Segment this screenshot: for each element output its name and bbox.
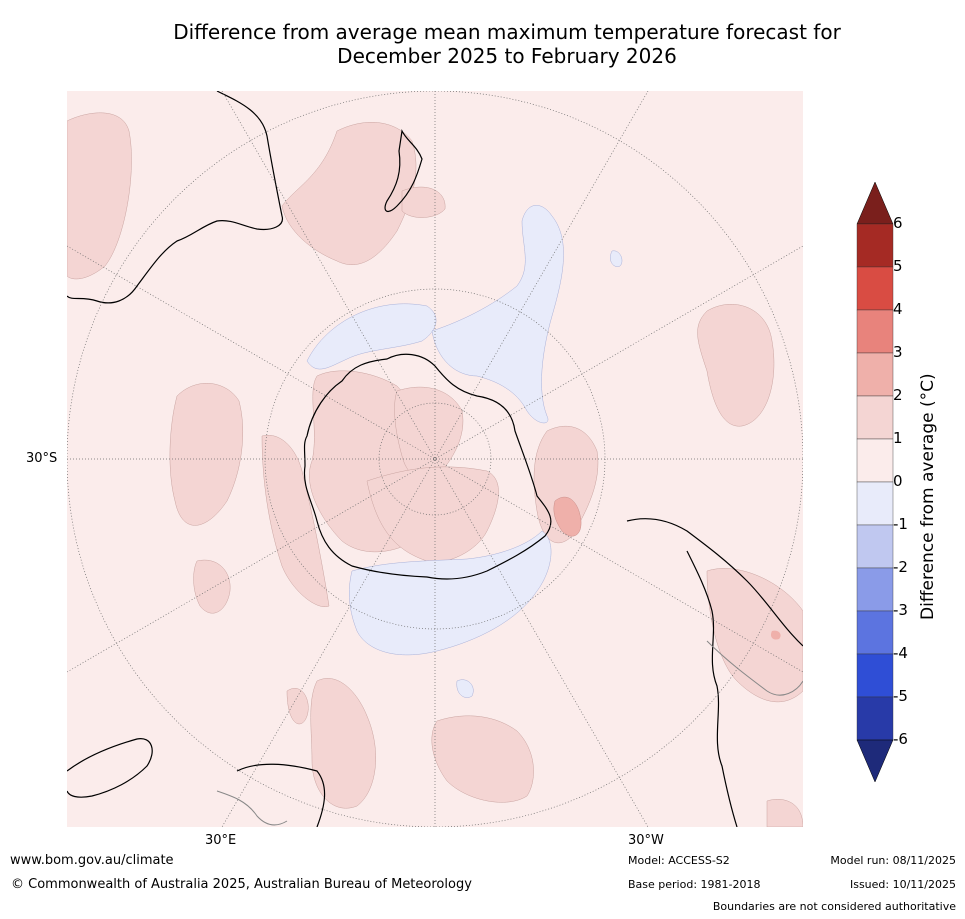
- model-text: Model: ACCESS-S2: [628, 854, 730, 867]
- africa-borders: [216, 790, 288, 826]
- copyright-text: © Commonwealth of Australia 2025, Austra…: [11, 877, 472, 892]
- colorbar-tick-label: 2: [893, 386, 903, 404]
- graticule: [67, 91, 803, 827]
- title-line-2: December 2025 to February 2026: [337, 44, 677, 68]
- colorbar-step: [856, 653, 894, 698]
- anomaly-patches-negative: [306, 205, 623, 698]
- colorbar-tick-label: -6: [893, 730, 908, 748]
- country-borders: [706, 640, 803, 696]
- anomaly-patch-small: [770, 630, 781, 640]
- colorbar-tick-label: 3: [893, 343, 903, 361]
- lon-label-30e: 30°E: [205, 833, 237, 848]
- title-line-1: Difference from average mean maximum tem…: [173, 20, 841, 44]
- anomaly-patch-warm: [553, 496, 582, 537]
- colorbar-tick-label: -2: [893, 558, 908, 576]
- australia-coastline: [67, 91, 283, 304]
- colorbar-label: Difference from average (°C): [918, 373, 938, 620]
- colorbar-step: [856, 610, 894, 655]
- colorbar-step: [856, 524, 894, 569]
- colorbar-tick-label: 6: [893, 214, 903, 232]
- colorbar-step: [856, 696, 894, 741]
- base-period-text: Base period: 1981-2018: [628, 878, 761, 891]
- colorbar-step: [856, 352, 894, 397]
- colorbar-steps: [856, 223, 894, 741]
- colorbar-tick-label: 4: [893, 300, 903, 318]
- antarctica-coastline: [303, 353, 552, 580]
- colorbar-step: [856, 266, 894, 311]
- lon-label-30w: 30°W: [628, 833, 664, 848]
- colorbar-step: [856, 481, 894, 526]
- colorbar-tick-label: -4: [893, 644, 908, 662]
- colorbar-step: [856, 309, 894, 354]
- disclaimer-text: Boundaries are not considered authoritat…: [712, 900, 956, 913]
- forecast-map: [67, 91, 803, 827]
- colorbar-tick-label: -1: [893, 515, 908, 533]
- south-america-coastline: [626, 518, 803, 827]
- colorbar-step: [856, 395, 894, 440]
- colorbar-tick-label: 5: [893, 257, 903, 275]
- model-run-text: Model run: 08/11/2025: [830, 854, 956, 867]
- issued-text: Issued: 10/11/2025: [849, 878, 956, 891]
- colorbar-over-arrow: [856, 182, 894, 225]
- colorbar-tick-label: 1: [893, 429, 903, 447]
- colorbar: [856, 182, 894, 782]
- colorbar-step: [856, 438, 894, 483]
- colorbar-tick-label: 0: [893, 472, 903, 490]
- colorbar-step: [856, 567, 894, 612]
- chart-title: Difference from average mean maximum tem…: [67, 20, 947, 68]
- website-link[interactable]: www.bom.gov.au/climate: [10, 853, 174, 868]
- africa-coastline: [67, 738, 326, 827]
- lat-label-30s: 30°S: [26, 451, 58, 466]
- colorbar-step: [856, 223, 894, 268]
- colorbar-under-arrow: [856, 739, 894, 782]
- colorbar-tick-label: -5: [893, 687, 908, 705]
- new-zealand-coastline: [384, 129, 423, 213]
- colorbar-tick-label: -3: [893, 601, 908, 619]
